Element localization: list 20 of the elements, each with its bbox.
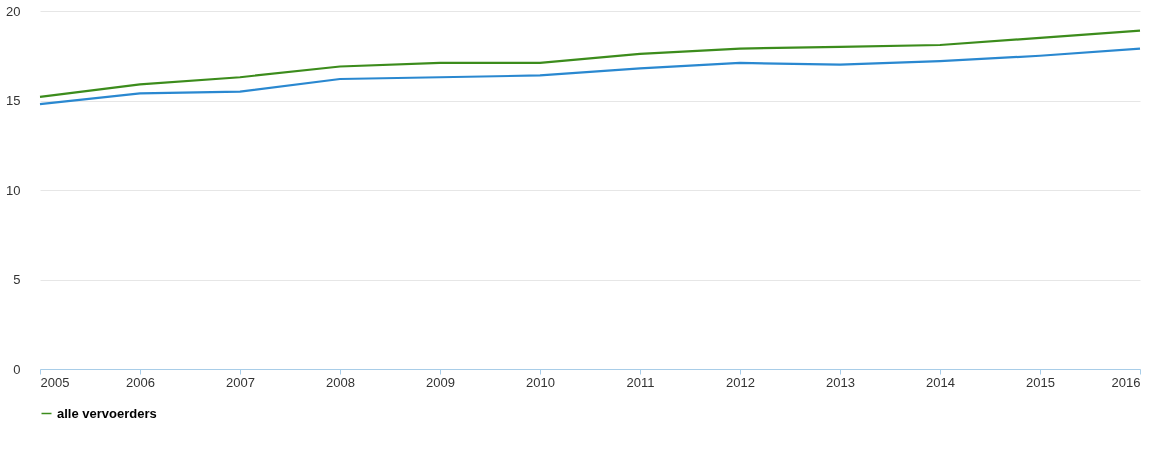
x-tick-label: 2007: [226, 374, 255, 390]
x-tick-label: 2014: [926, 374, 955, 390]
line-series: [38, 47, 1142, 106]
x-tick-label: 2012: [726, 374, 755, 390]
y-tick-label: 5: [13, 272, 21, 287]
x-tick-label: 2016: [1111, 374, 1141, 390]
y-tick-label: 20: [6, 3, 21, 19]
y-tick-label: 10: [6, 182, 21, 198]
x-tick-label: 2005: [40, 374, 70, 390]
line-series: [38, 29, 1142, 99]
x-tick-label: 2008: [326, 374, 355, 390]
y-tick-label: 15: [6, 93, 21, 108]
x-tick-label: 2013: [826, 374, 855, 390]
x-tick-label: 2010: [526, 374, 555, 390]
legend-label: alle vervoerders: [57, 405, 157, 421]
y-tick-label: 0: [13, 361, 21, 377]
x-tick-label: 2009: [426, 374, 455, 390]
x-tick-label: 2006: [126, 374, 155, 390]
x-tick-label: 2015: [1026, 374, 1055, 390]
x-tick-label: 2011: [626, 374, 655, 390]
